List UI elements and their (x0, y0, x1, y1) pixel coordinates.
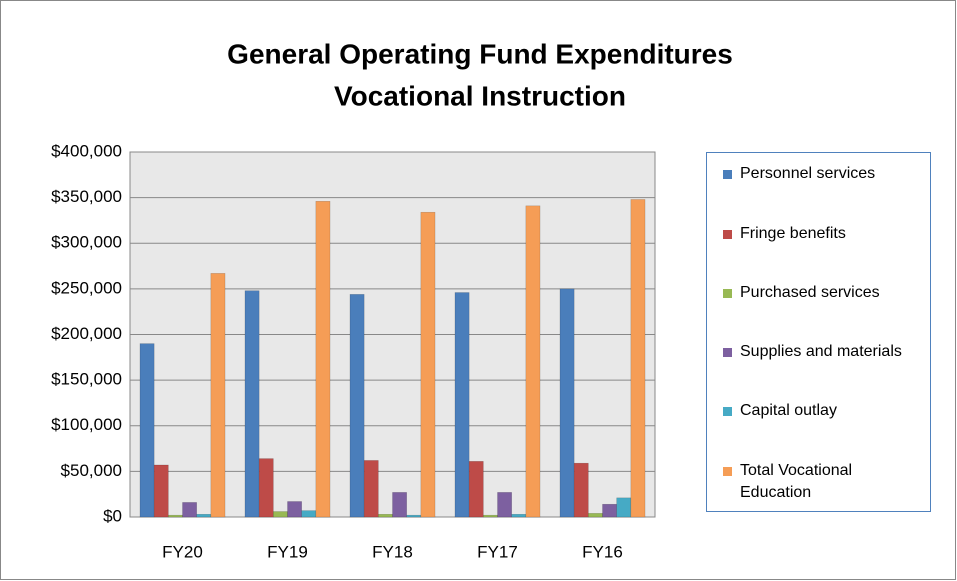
bar (196, 514, 212, 518)
y-tick-label: $250,000 (51, 278, 122, 297)
bar (244, 290, 260, 518)
bar (420, 211, 436, 518)
chart-subtitle: Vocational Instruction (334, 80, 626, 111)
bar (602, 503, 617, 518)
legend-label: Personnel services (740, 165, 876, 182)
legend-swatch (723, 289, 732, 298)
bar (630, 199, 646, 518)
bar (616, 497, 632, 518)
bar (468, 461, 484, 518)
legend-item: Total Vocational Education (723, 460, 923, 504)
bar (182, 502, 197, 518)
legend-label: Supplies and materials (740, 343, 902, 360)
bar (168, 514, 183, 518)
legend-item: Personnel services (723, 163, 923, 185)
x-tick-label: FY16 (582, 542, 623, 561)
legend-swatch (723, 407, 732, 416)
y-tick-label: $100,000 (51, 415, 122, 434)
legend: Personnel services Fringe benefits Purchas… (706, 152, 931, 512)
y-tick-label: $50,000 (61, 461, 122, 480)
legend-item: Capital outlay (723, 400, 923, 422)
legend-swatch (723, 230, 732, 239)
x-tick-label: FY17 (477, 542, 518, 561)
bar (258, 458, 274, 518)
legend-item: Purchased services (723, 282, 923, 304)
bar (287, 501, 302, 518)
legend-swatch (723, 170, 732, 179)
bar (573, 462, 589, 518)
legend-swatch (723, 348, 732, 357)
bar (454, 292, 470, 518)
legend-item: Supplies and materials (723, 341, 923, 363)
y-tick-label: $400,000 (51, 141, 122, 160)
legend-label: Total Vocational Education (740, 462, 853, 501)
bar (406, 514, 422, 518)
y-tick-label: $350,000 (51, 187, 122, 206)
y-tick-label: $0 (103, 506, 122, 525)
y-tick-label: $300,000 (51, 233, 122, 252)
bar (511, 514, 527, 518)
bar (301, 510, 317, 518)
bar (588, 513, 603, 518)
bar (210, 273, 226, 518)
bar (525, 205, 541, 518)
bar (363, 460, 379, 518)
y-tick-label: $200,000 (51, 324, 122, 343)
x-tick-label: FY18 (372, 542, 413, 561)
x-tick-label: FY20 (162, 542, 203, 561)
legend-label: Fringe benefits (740, 225, 846, 242)
bar (483, 514, 498, 518)
legend-item: Fringe benefits (723, 223, 923, 245)
x-tick-label: FY19 (267, 542, 308, 561)
bar (349, 294, 365, 518)
legend-label: Purchased services (740, 284, 880, 301)
bar (497, 492, 512, 518)
legend-label: Capital outlay (740, 402, 837, 419)
bar (559, 288, 575, 518)
bar (153, 464, 169, 518)
bar (315, 201, 331, 518)
bar (139, 343, 155, 518)
y-tick-label: $150,000 (51, 370, 122, 389)
bar (378, 514, 393, 518)
bar (273, 511, 288, 518)
bar (392, 492, 407, 518)
chart-title: General Operating Fund Expenditures (227, 38, 733, 69)
legend-swatch (723, 467, 732, 476)
